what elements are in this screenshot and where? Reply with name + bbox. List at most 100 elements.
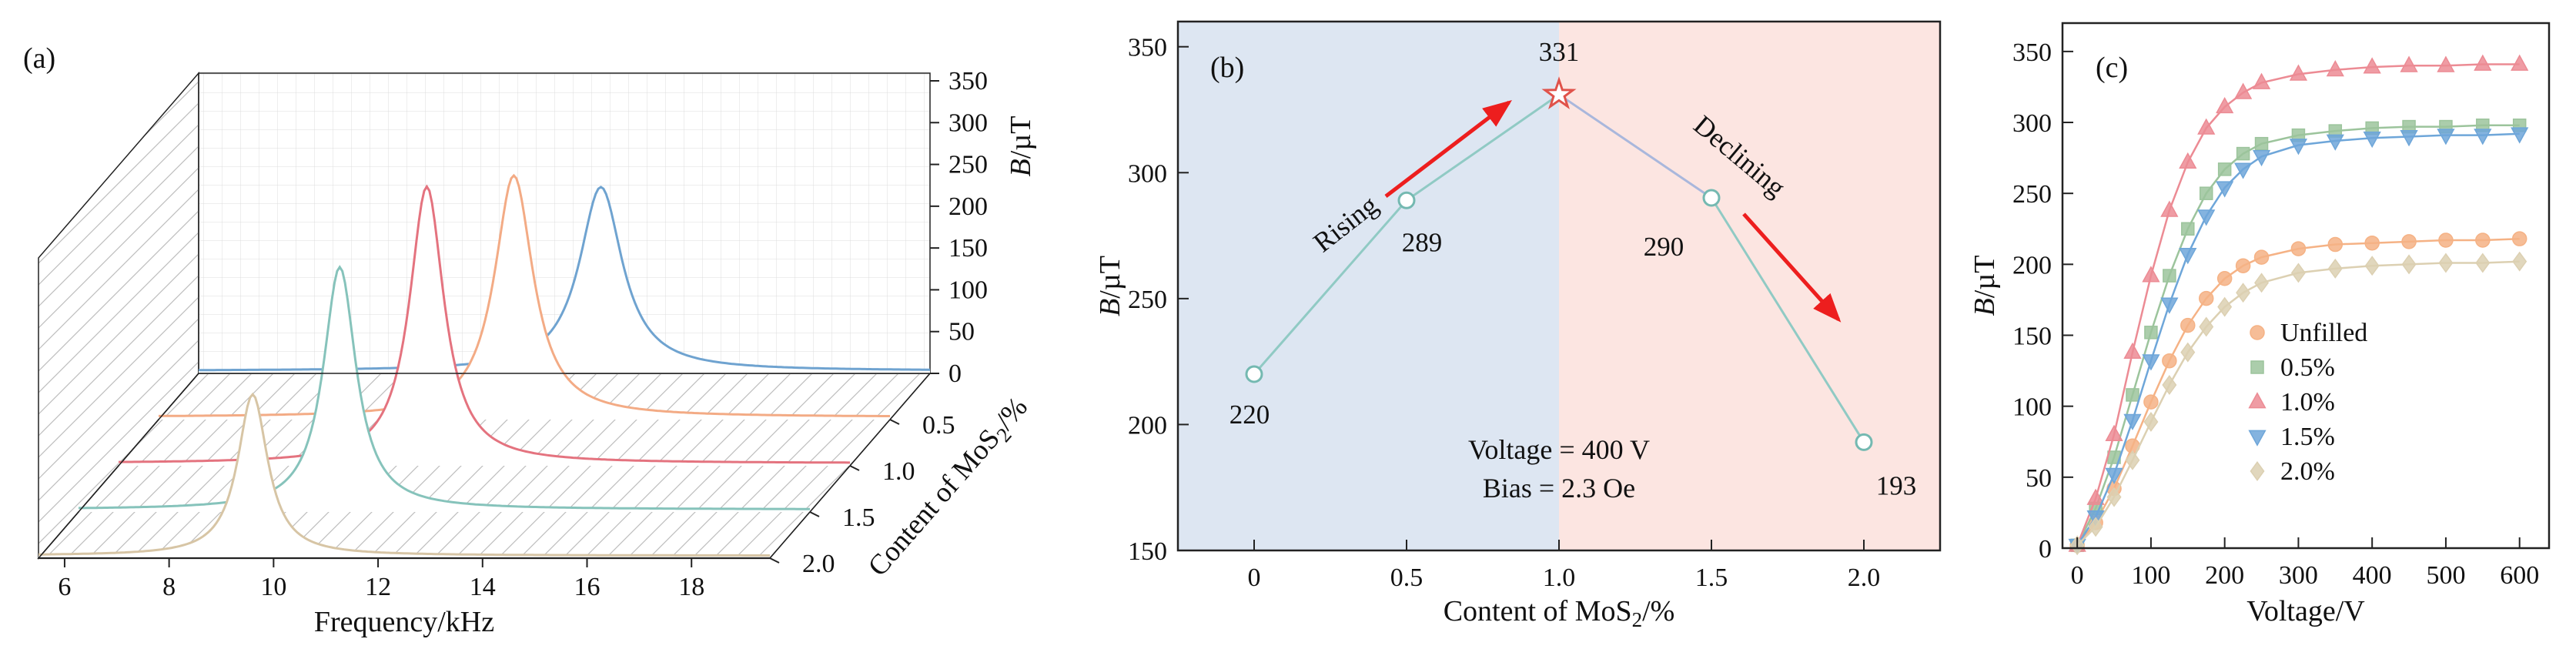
x-tick-label: 300 (2279, 561, 2318, 590)
series-point-2.0% (2143, 411, 2159, 432)
series-point-2.0% (2438, 253, 2454, 273)
y-tick-label: 250 (1128, 286, 1167, 314)
series-point-1.0% (2289, 64, 2308, 81)
series-line-1.5% (2076, 132, 2520, 546)
waterfall-3d-chart: 6 8 10 12 14 16 18 Frequency/kHz 0 50 100 150 200 250… (23, 42, 1037, 638)
legend-marker-2.0% (2250, 461, 2265, 481)
panel-label-a: (a) (23, 42, 55, 75)
series-point-2.0% (2290, 263, 2306, 283)
point-value-label: 289 (1402, 227, 1443, 257)
series-point-2.0% (2088, 517, 2103, 537)
waterfall-curve-2.0% (38, 392, 770, 557)
panel-label-c: (c) (2096, 52, 2128, 84)
b-tick-label: 200 (948, 192, 988, 221)
series-point-0.5% (2163, 269, 2176, 283)
x-axis-title: Voltage/V (2246, 595, 2365, 627)
series-point-2.0% (2125, 450, 2140, 470)
legend-marker-0.5% (2250, 360, 2264, 374)
series-point-2.0% (2236, 283, 2251, 303)
series-point-2.0% (2364, 256, 2380, 276)
series-point-2.0% (2217, 296, 2233, 317)
y-tick-label: 300 (2012, 109, 2052, 138)
series-point-1.5% (2105, 467, 2123, 484)
series-point-0.5% (2181, 222, 2195, 236)
b-tick-label: 0 (948, 360, 962, 388)
series-point-Unfilled (2327, 236, 2343, 253)
series-point-2.0% (2401, 254, 2417, 275)
series-point-Unfilled (2253, 249, 2270, 265)
series-point-2.0% (2475, 253, 2491, 273)
series-point-1.5% (2437, 129, 2455, 146)
x-tick-label: 1.0 (1543, 564, 1576, 592)
series-point-1.0% (2216, 96, 2234, 114)
y-tick-label: 350 (2012, 38, 2052, 67)
series-point-1.5% (2179, 248, 2197, 265)
series-point-0.5% (2144, 326, 2158, 340)
x-tick-label: 100 (2131, 561, 2170, 590)
series-point-Unfilled (2162, 353, 2177, 369)
b-tick-label: 300 (948, 109, 988, 137)
annotation-bias: Bias = 2.3 Oe (1483, 473, 1635, 503)
series-point-1.0% (2363, 57, 2381, 74)
freq-tick-label: 12 (365, 573, 391, 601)
b-tick-label: 150 (948, 234, 988, 263)
b-tick-label: 250 (948, 151, 988, 179)
series-point-0.5% (2217, 162, 2232, 176)
data-point-marker (1702, 189, 1721, 207)
series-point-2.0% (2327, 258, 2343, 279)
content-tick-label: 0.5 (922, 411, 955, 440)
legend-label-2.0%: 2.0% (2280, 457, 2335, 486)
y-tick-label: 0 (2039, 535, 2052, 564)
legend-label-1.5%: 1.5% (2280, 423, 2335, 451)
x-tick-label: 0 (1248, 564, 1261, 592)
declining-region-bg (1559, 22, 1940, 550)
series-point-1.0% (2105, 424, 2123, 441)
content-tick-label: 1.0 (882, 457, 915, 486)
freq-tick-label: 18 (678, 573, 704, 601)
content-tick-label: 2.0 (802, 550, 835, 578)
x-tick-label: 600 (2500, 561, 2539, 590)
series-point-1.0% (2437, 55, 2455, 72)
y-tick-label: 250 (2012, 180, 2052, 209)
series-point-Unfilled (2438, 232, 2454, 248)
data-segment (1406, 93, 1560, 202)
series-point-1.0% (2233, 82, 2253, 99)
series-point-1.5% (2326, 134, 2344, 151)
y-tick-label: 150 (1128, 537, 1167, 566)
series-point-Unfilled (2475, 232, 2491, 248)
panel-b: 220 289 331 290 193 Rising Declining Voltage = … (1078, 0, 1963, 659)
legend-label-Unfilled: Unfilled (2280, 319, 2367, 347)
waterfall-curve-1.5% (79, 265, 810, 510)
series-point-1.0% (2474, 54, 2492, 71)
series-point-2.0% (2254, 273, 2270, 293)
series-point-Unfilled (2198, 290, 2214, 306)
waterfall-fill-Unfilled (199, 186, 930, 373)
series-point-Unfilled (2364, 235, 2380, 251)
series-point-1.0% (2160, 200, 2179, 217)
point-value-label: 193 (1876, 470, 1917, 500)
series-point-0.5% (2199, 186, 2213, 200)
freq-tick-label: 10 (260, 573, 286, 601)
b-tick-label: 350 (948, 67, 988, 95)
freq-tick-label: 14 (470, 573, 496, 601)
point-value-label: 220 (1229, 400, 1270, 430)
y-tick-label: 350 (1128, 34, 1167, 62)
y-axis-title: B/µT (1094, 256, 1126, 316)
data-point-marker (1855, 433, 1873, 451)
x-tick-label: 200 (2205, 561, 2244, 590)
series-point-0.5% (2236, 146, 2250, 161)
freq-tick-label: 16 (574, 573, 601, 601)
b-axis-title: B/µT (1005, 116, 1037, 177)
series-point-Unfilled (2216, 271, 2233, 286)
series-point-1.0% (2123, 342, 2142, 360)
data-segment (1558, 93, 1712, 199)
freq-tick-label: 8 (162, 573, 176, 601)
series-point-2.0% (2199, 316, 2214, 337)
legend-label-1.0%: 1.0% (2280, 388, 2335, 416)
series-point-1.5% (2216, 181, 2234, 198)
y-tick-label: 200 (2012, 251, 2052, 279)
freq-axis-title: Frequency/kHz (314, 606, 494, 638)
series-point-Unfilled (2290, 241, 2307, 256)
point-value-label: 290 (1644, 232, 1684, 262)
y-axis-title: B/µT (1969, 256, 2001, 316)
